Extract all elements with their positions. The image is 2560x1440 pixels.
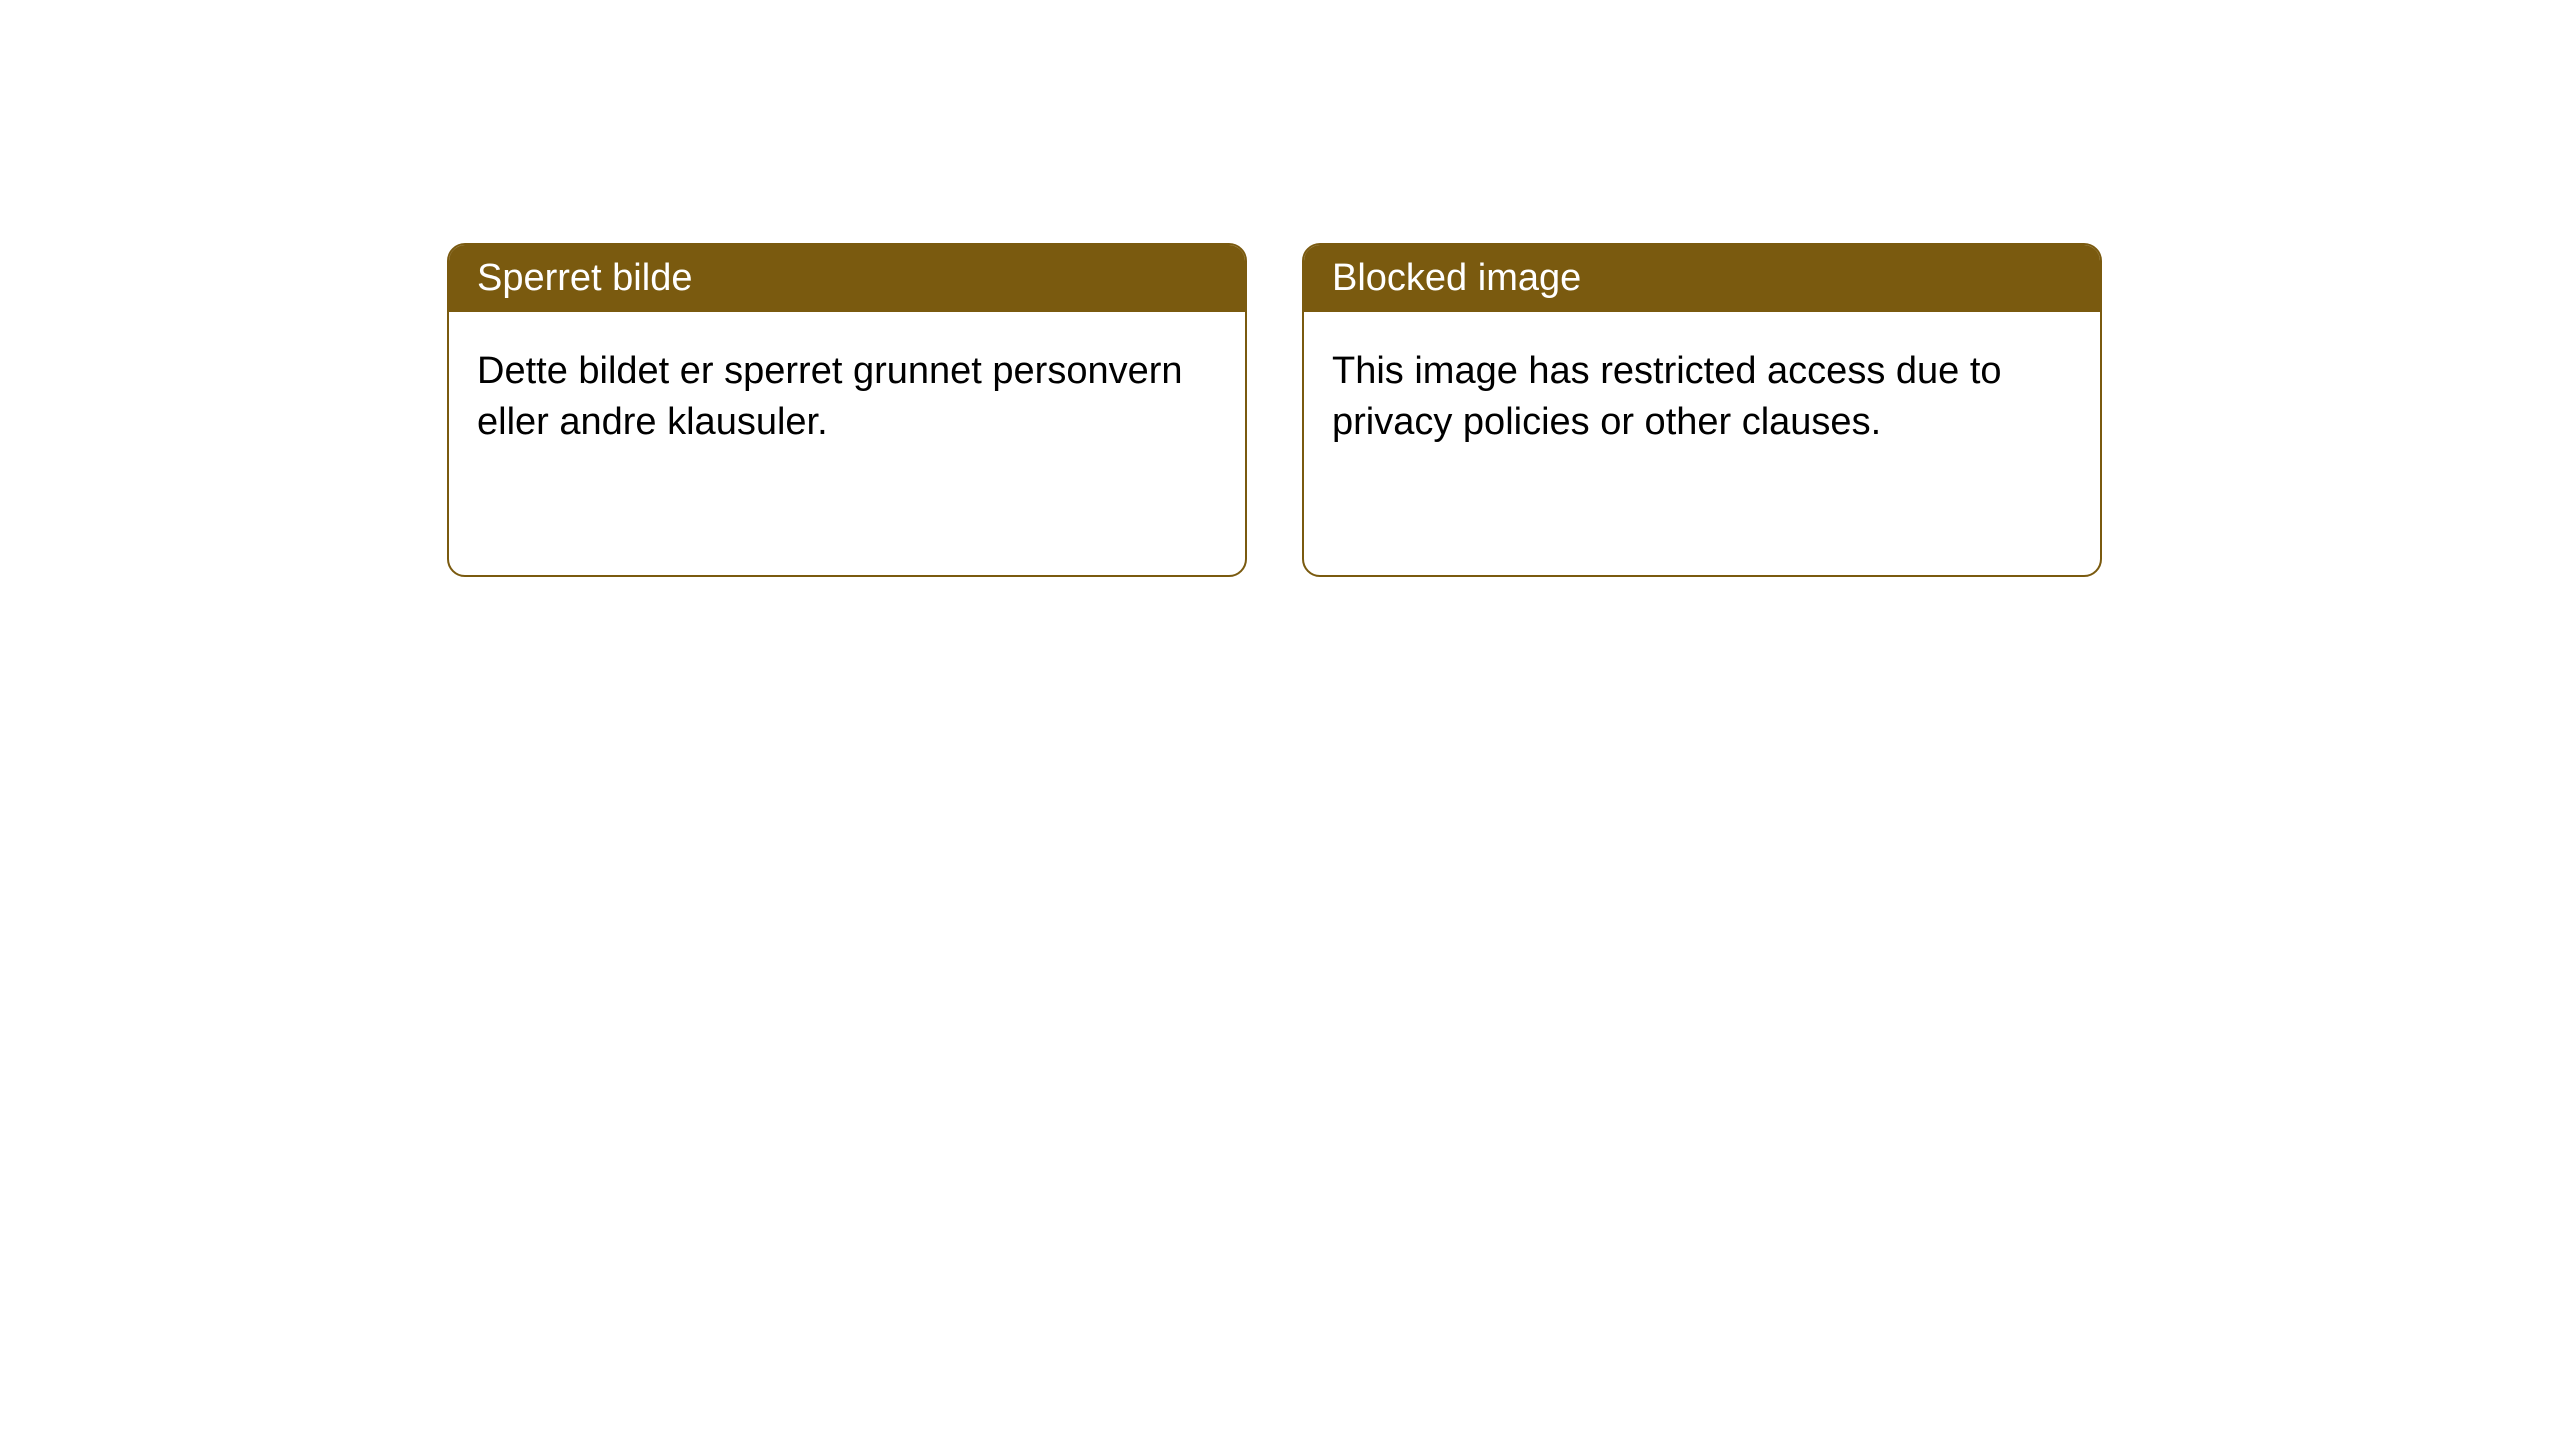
blocked-image-card-no: Sperret bilde Dette bildet er sperret gr… — [447, 243, 1247, 577]
card-body-no: Dette bildet er sperret grunnet personve… — [449, 312, 1245, 483]
blocked-image-card-en: Blocked image This image has restricted … — [1302, 243, 2102, 577]
card-header-en: Blocked image — [1304, 245, 2100, 312]
card-body-en: This image has restricted access due to … — [1304, 312, 2100, 483]
card-header-no: Sperret bilde — [449, 245, 1245, 312]
notice-container: Sperret bilde Dette bildet er sperret gr… — [0, 0, 2560, 577]
